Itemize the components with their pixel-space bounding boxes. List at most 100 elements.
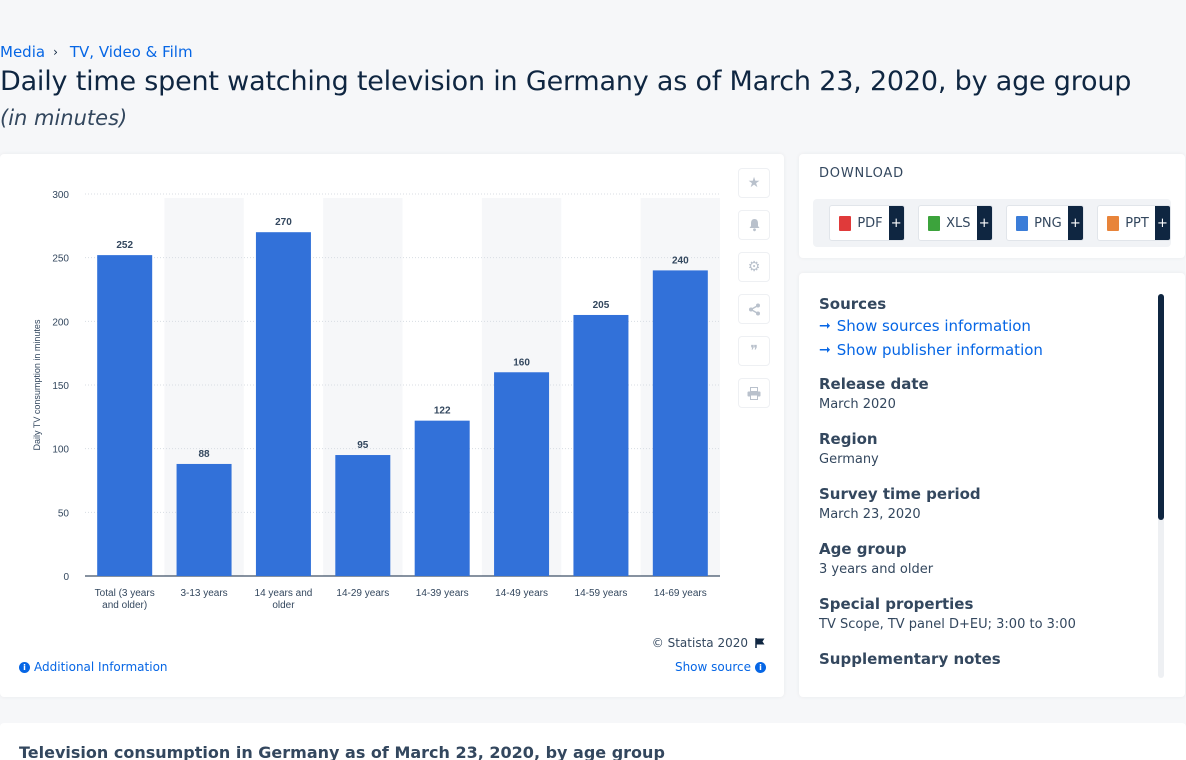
y-tick-label: 250 [52, 254, 69, 265]
chart-copyright: © Statista 2020 [652, 636, 766, 650]
plus-icon[interactable]: + [888, 206, 904, 240]
copyright-text: © Statista 2020 [651, 636, 748, 650]
y-tick-label: 100 [52, 445, 69, 456]
region-value: Germany [819, 452, 879, 467]
y-tick-label: 200 [52, 317, 69, 328]
statistic-details-card: Sources ➞ Show sources information ➞ Sho… [799, 273, 1185, 697]
show-publisher-link[interactable]: ➞ Show publisher information [819, 341, 1149, 359]
breadcrumb-media[interactable]: Media [0, 43, 46, 61]
plus-icon[interactable]: + [1154, 206, 1170, 240]
survey-period-heading: Survey time period [819, 485, 981, 503]
show-source-link[interactable]: Show source i [675, 660, 766, 674]
bar [652, 270, 708, 576]
show-sources-label: Show sources information [836, 317, 1031, 335]
plus-icon[interactable]: + [976, 206, 992, 240]
page-subtitle: (in minutes) [0, 106, 128, 130]
show-source-label: Show source [674, 660, 751, 674]
data-label: 270 [275, 217, 292, 228]
x-tick-label: Total (3 years [95, 588, 155, 599]
quote-icon[interactable]: ❞ [738, 336, 770, 366]
arrow-right-icon: ➞ [819, 342, 831, 358]
bar [255, 232, 311, 576]
related-card: Television consumption in Germany as of … [0, 723, 1186, 760]
page-title: Daily time spent watching television in … [0, 66, 1132, 97]
download-png-label: PNG [1034, 215, 1062, 231]
bell-icon[interactable] [738, 210, 770, 240]
print-icon[interactable] [738, 378, 770, 408]
data-label: 240 [672, 255, 689, 266]
related-title[interactable]: Television consumption in Germany as of … [19, 743, 665, 760]
info-icon: i [19, 661, 30, 673]
download-pdf-button[interactable]: PDF + [829, 205, 905, 241]
download-ppt-button[interactable]: PPT + [1096, 205, 1171, 241]
ppt-file-icon [1106, 215, 1120, 231]
y-axis-label: Daily TV consumption in minutes [32, 319, 42, 450]
download-ppt-label: PPT [1125, 215, 1149, 231]
age-group-value: 3 years and older [819, 562, 934, 577]
special-properties-value: TV Scope, TV panel D+EU; 3:00 to 3:00 [819, 617, 1076, 632]
y-tick-label: 150 [52, 381, 69, 392]
data-label: 88 [199, 449, 211, 460]
x-tick-label: and older) [102, 600, 147, 611]
arrow-right-icon: ➞ [819, 318, 831, 334]
show-publisher-label: Show publisher information [836, 341, 1043, 359]
star-icon[interactable]: ★ [738, 168, 770, 198]
share-icon[interactable] [738, 294, 770, 324]
data-label: 252 [116, 240, 133, 251]
pdf-file-icon [839, 215, 852, 231]
release-date-value: March 2020 [819, 397, 896, 412]
data-label: 205 [593, 300, 610, 311]
bar [573, 314, 629, 576]
gear-icon[interactable]: ⚙ [738, 252, 770, 282]
breadcrumb-separator: › [53, 45, 58, 59]
x-tick-label: older [272, 600, 295, 611]
breadcrumb-tv-video-film[interactable]: TV, Video & Film [69, 43, 193, 61]
x-tick-label: 3-13 years [180, 588, 227, 599]
download-pdf-label: PDF [857, 215, 883, 231]
download-xls-button[interactable]: XLS + [917, 205, 993, 241]
data-label: 122 [434, 406, 451, 417]
special-properties-heading: Special properties [819, 595, 974, 613]
bar [97, 255, 153, 576]
bar [335, 455, 391, 576]
chart-card: 0 50 100 150 200 250 300 252 Total (3 years and o… [0, 154, 784, 697]
y-tick-label: 0 [63, 572, 69, 583]
download-title: DOWNLOAD [819, 166, 904, 181]
x-tick-label: 14-39 years [416, 588, 469, 599]
release-date-heading: Release date [819, 375, 929, 393]
flag-icon[interactable] [754, 637, 766, 649]
additional-information-link[interactable]: i Additional Information [19, 660, 168, 674]
data-label: 160 [513, 357, 530, 368]
statistic-details: Sources ➞ Show sources information ➞ Sho… [819, 295, 1149, 686]
plus-icon[interactable]: + [1067, 206, 1083, 240]
additional-information-label: Additional Information [34, 660, 168, 674]
data-label: 95 [357, 440, 369, 451]
bar [414, 420, 470, 576]
x-tick-label: 14-49 years [495, 588, 548, 599]
x-tick-label: 14-69 years [654, 588, 707, 599]
supplementary-notes-heading: Supplementary notes [819, 650, 1001, 668]
download-buttons: PDF + XLS + PNG + PPT + [813, 199, 1171, 247]
show-sources-link[interactable]: ➞ Show sources information [819, 317, 1149, 335]
x-tick-label: 14-29 years [336, 588, 389, 599]
y-tick-label: 300 [52, 190, 69, 201]
y-tick-label: 50 [58, 508, 70, 519]
bar [176, 463, 232, 576]
region-heading: Region [819, 430, 878, 448]
bar [494, 372, 550, 576]
download-card: DOWNLOAD PDF + XLS + PNG + PPT + [799, 154, 1185, 258]
survey-period-value: March 23, 2020 [819, 507, 921, 522]
scrollbar-thumb[interactable] [1158, 294, 1164, 520]
age-group-heading: Age group [819, 540, 907, 558]
download-png-button[interactable]: PNG + [1005, 205, 1084, 241]
breadcrumb: Media › TV, Video & Film [0, 43, 193, 61]
x-tick-label: 14-59 years [575, 588, 628, 599]
chart-toolbar: ★ ⚙ ❞ [738, 168, 770, 408]
info-icon: i [755, 661, 766, 673]
download-xls-label: XLS [946, 215, 971, 231]
png-file-icon [1015, 215, 1029, 231]
x-tick-label: 14 years and [255, 588, 313, 599]
xls-file-icon [927, 215, 941, 231]
sources-heading: Sources [819, 295, 887, 313]
